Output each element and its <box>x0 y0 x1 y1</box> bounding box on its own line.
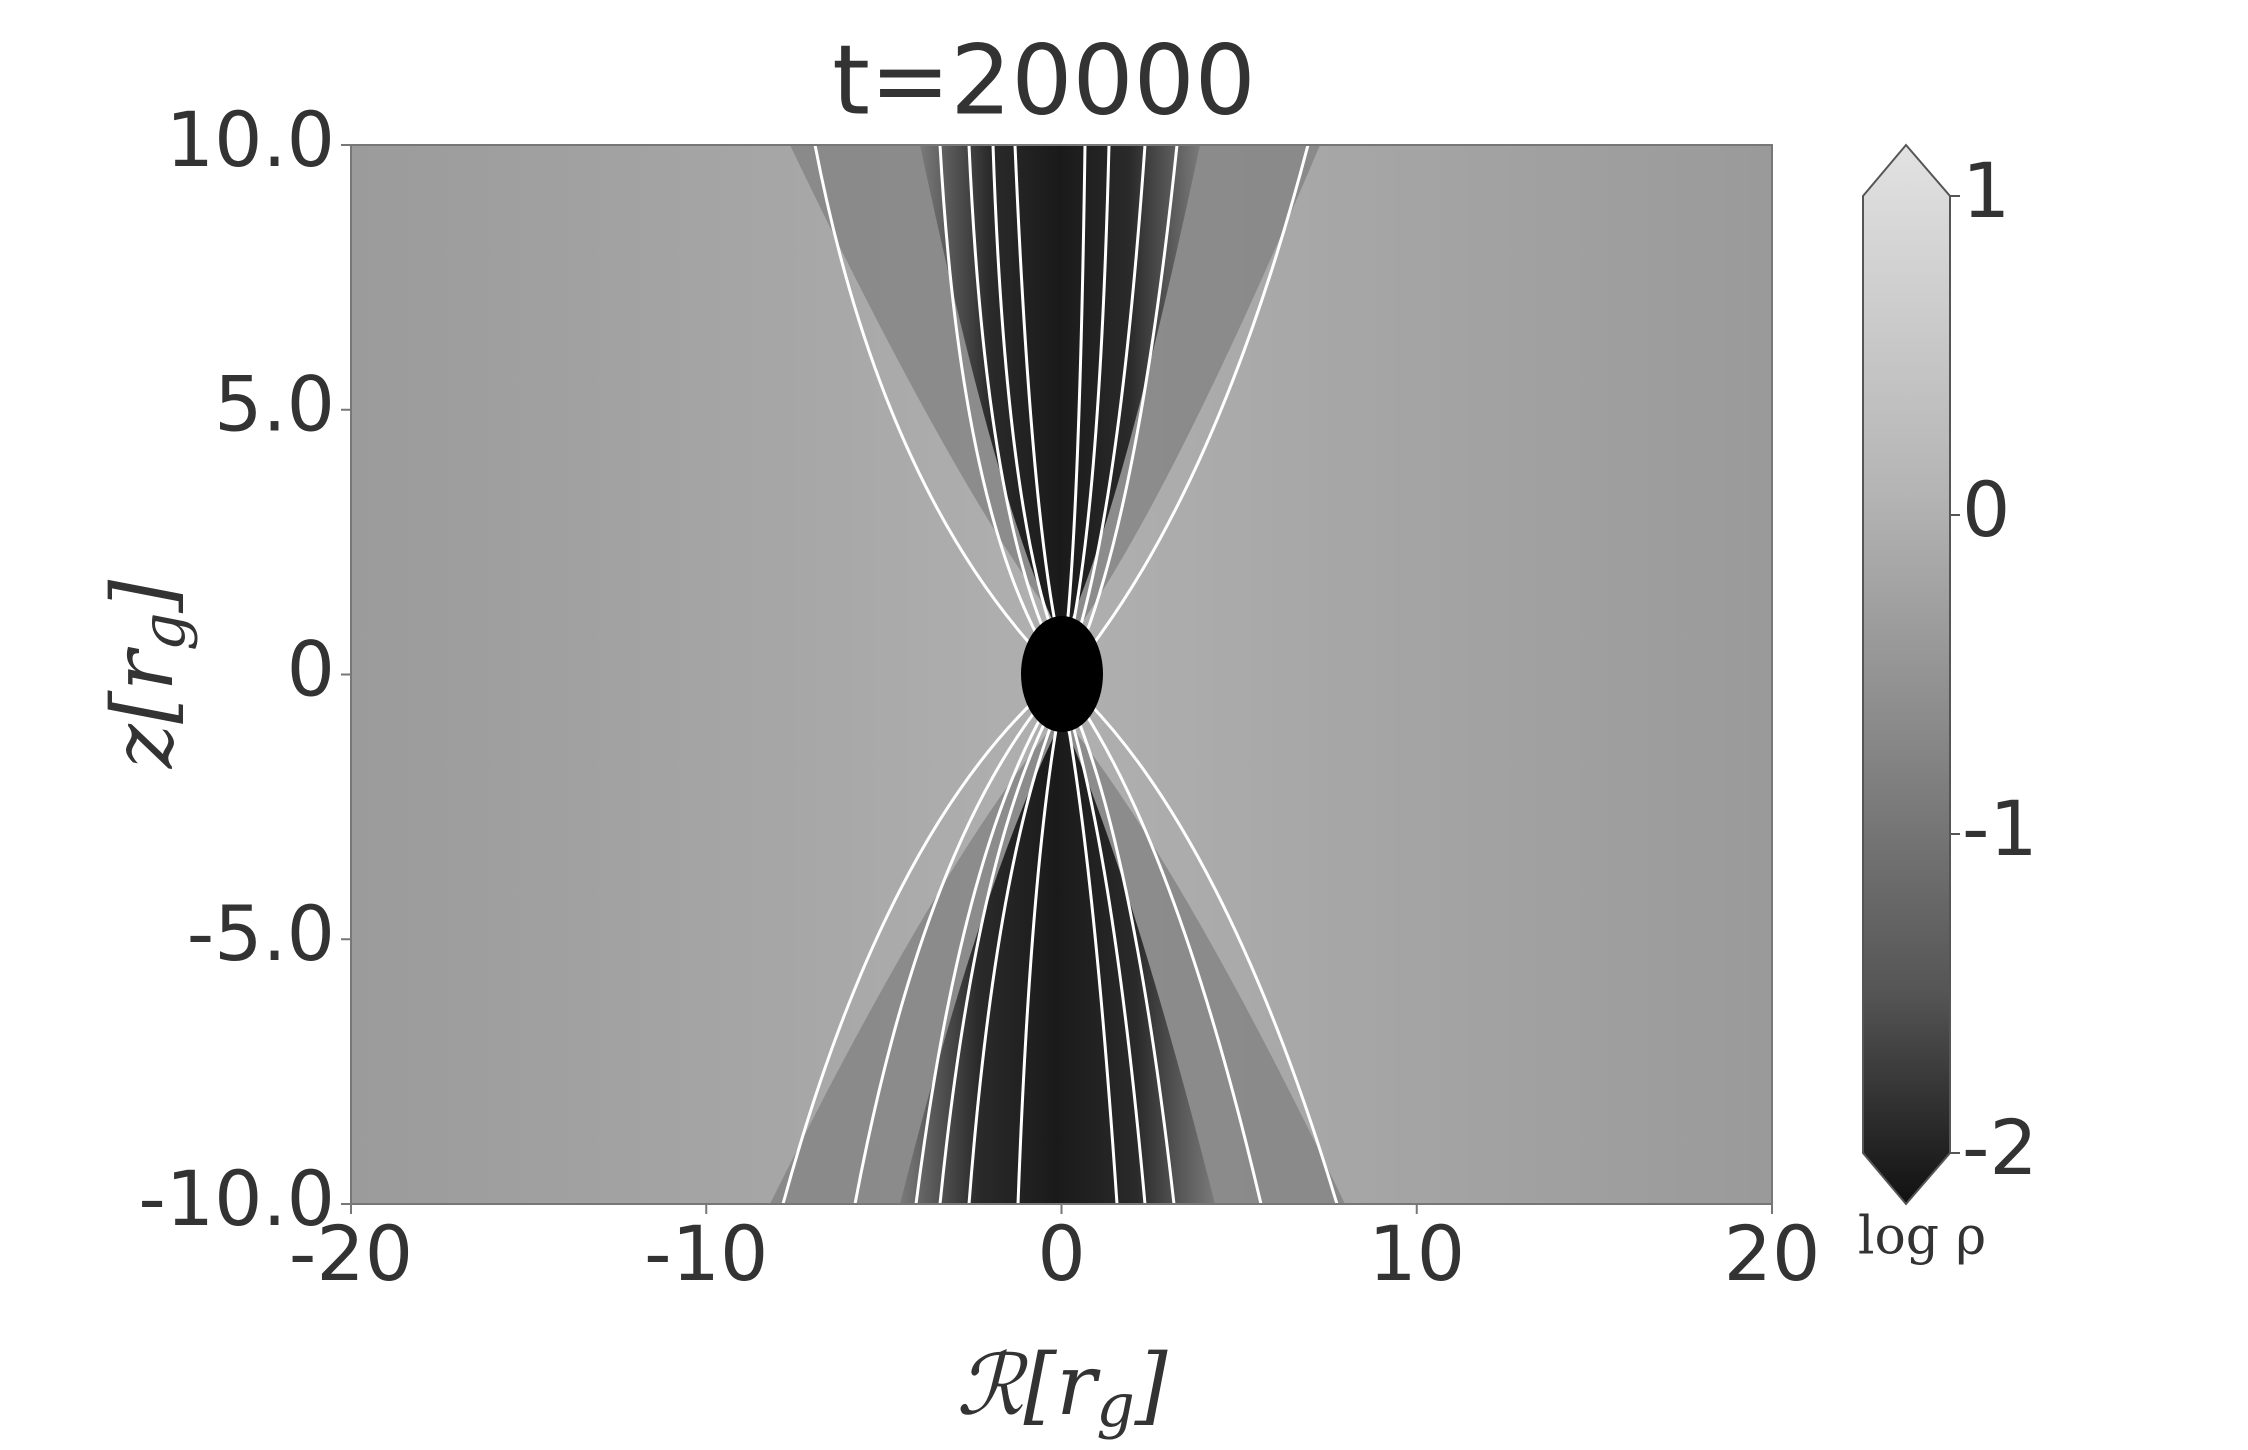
y-tick-label: 5.0 <box>214 360 335 449</box>
density-field <box>351 145 1772 1204</box>
colorbar-label: log ρ <box>1858 1207 1986 1267</box>
colorbar-tick-label: 1 <box>1962 146 2010 235</box>
colorbar-tick-label: -2 <box>1962 1103 2038 1192</box>
x-tick-label: 10 <box>1368 1209 1465 1298</box>
x-tick-label: 0 <box>1037 1209 1085 1298</box>
x-tick-label: -10 <box>644 1209 768 1298</box>
colorbar-tick-label: -1 <box>1962 784 2038 873</box>
chart-title: t=20000 <box>832 24 1255 136</box>
colorbar-tick-label: 0 <box>1962 465 2010 554</box>
y-tick-label: 10.0 <box>166 95 335 184</box>
y-tick-label: -5.0 <box>187 889 335 978</box>
colorbar <box>1862 143 1951 1206</box>
x-tick-label: 20 <box>1724 1209 1821 1298</box>
y-tick-label: -10.0 <box>138 1154 335 1243</box>
x-axis-label: ℛ[rg] <box>956 1336 1167 1441</box>
y-axis-label: z[rg] <box>94 580 199 770</box>
y-tick-label: 0 <box>287 624 335 713</box>
x-tick-label: -20 <box>289 1209 413 1298</box>
